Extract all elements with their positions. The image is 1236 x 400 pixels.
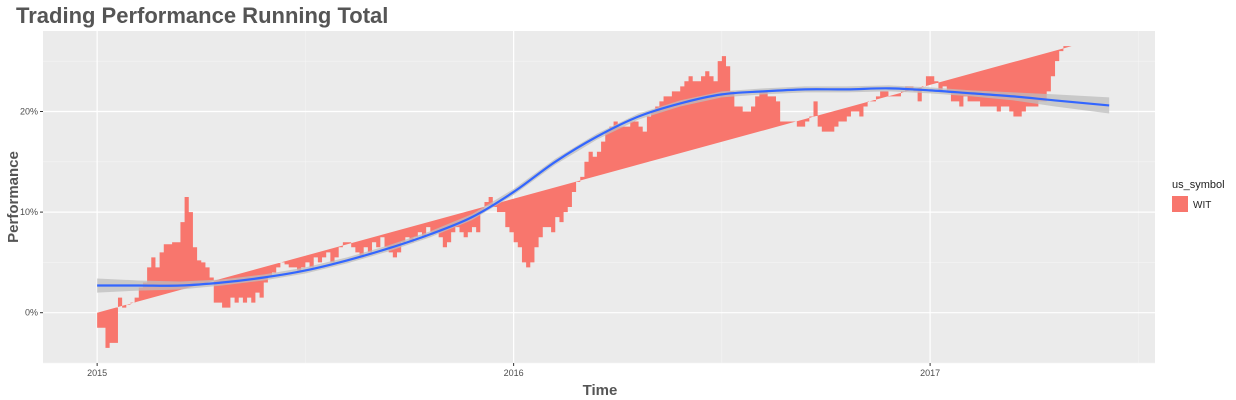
chart-title: Trading Performance Running Total (16, 3, 388, 28)
area-series-wit (97, 46, 1072, 348)
x-axis-title: Time (583, 382, 618, 399)
y-tick-label: 0% (25, 308, 38, 318)
trend-line (97, 87, 1110, 287)
x-tick-label: 2017 (920, 368, 940, 378)
y-axis-title: Performance (5, 151, 22, 243)
legend-title: us_symbol (1172, 179, 1225, 191)
area-series (97, 46, 1072, 348)
x-tick-label: 2016 (504, 368, 524, 378)
trend-line-group (97, 85, 1110, 293)
y-tick-label: 20% (20, 106, 38, 116)
legend-key-wit (1172, 196, 1188, 212)
y-tick-label: 10% (20, 207, 38, 217)
x-tick-label: 2015 (87, 368, 107, 378)
axes: 2015 2016 2017 0% 10% 20% (20, 106, 940, 378)
legend-label-wit: WIT (1193, 200, 1211, 211)
grid-lines (43, 31, 1155, 364)
legend: us_symbol WIT (1172, 179, 1225, 212)
